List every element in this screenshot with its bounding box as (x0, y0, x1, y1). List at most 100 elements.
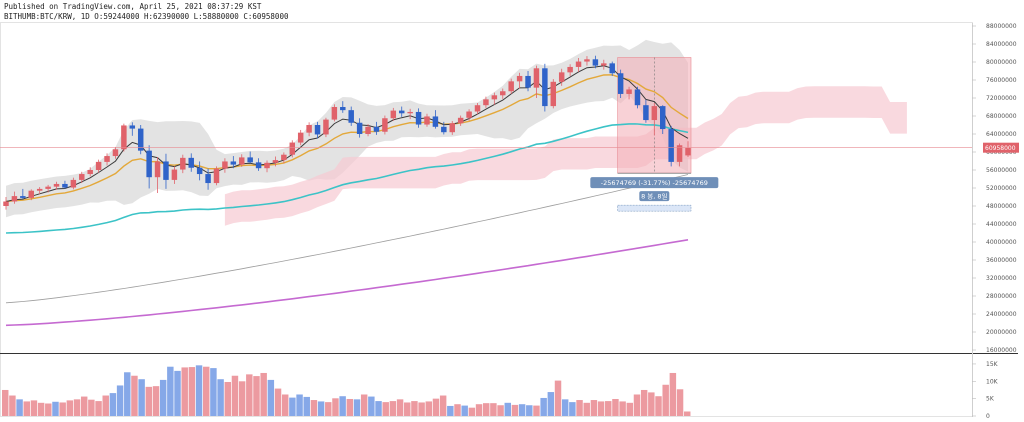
price-tick-label: 48000000 (986, 203, 1017, 210)
candle (542, 63, 548, 112)
volume-bar (231, 375, 239, 416)
volume-bar (554, 380, 562, 416)
volume-bar (73, 399, 81, 416)
ema-mid-line (5, 74, 689, 203)
candle (163, 153, 169, 189)
candle (685, 141, 691, 158)
candle-body (567, 66, 573, 73)
volume-bar (59, 402, 66, 416)
candle (500, 88, 506, 99)
candle-body (180, 157, 186, 170)
candle (213, 166, 220, 186)
candle-body (331, 107, 338, 120)
candle-body (171, 169, 178, 180)
candle-body (70, 179, 77, 188)
candle (609, 61, 615, 76)
candle-body (348, 110, 354, 123)
price-tick-label: 52000000 (986, 185, 1017, 192)
volume-bar (576, 400, 583, 416)
candle-body (95, 161, 102, 170)
volume-bar (80, 396, 88, 416)
ma-long-line (5, 174, 689, 304)
candle-body (323, 119, 329, 135)
candle-body (196, 167, 203, 175)
volume-bar (267, 379, 275, 416)
candle-body (53, 183, 60, 187)
price-tick-label: 88000000 (986, 23, 1017, 30)
price-tick-label: 28000000 (986, 293, 1017, 300)
candle (255, 158, 262, 171)
candle (348, 106, 354, 126)
candle (516, 72, 523, 89)
candle-body (129, 125, 136, 129)
volume-bar (447, 405, 454, 416)
candle-body (239, 157, 245, 165)
candle (390, 107, 397, 121)
volume-bar (590, 400, 598, 416)
candle-body (104, 156, 110, 162)
candle-body (668, 129, 674, 162)
candle (432, 110, 439, 129)
candle (407, 108, 413, 120)
volume-bar (195, 365, 203, 416)
candle (382, 115, 388, 135)
measure-range-label-bg (590, 177, 719, 189)
candle (62, 180, 68, 189)
candle-body (415, 111, 422, 125)
candle-body (154, 161, 161, 178)
candle-body (3, 201, 9, 206)
last-price-badge-label: 60958000 (985, 145, 1016, 152)
candle (323, 117, 329, 138)
price-tick-label: 80000000 (986, 59, 1017, 66)
candle (558, 68, 565, 86)
volume-bar (526, 405, 533, 416)
candle-body (676, 145, 683, 162)
candle-body (255, 162, 262, 169)
candle (20, 188, 26, 200)
volume-tick-label: 15K (986, 361, 999, 368)
volume-bar (648, 392, 655, 416)
candle (660, 105, 666, 134)
candle-body (592, 59, 599, 66)
candle (104, 153, 110, 166)
volume-bar (432, 398, 440, 416)
candle-body (491, 95, 498, 100)
volume-bar (145, 386, 153, 416)
volume-bar (411, 401, 418, 416)
volume-bar (289, 397, 296, 416)
candle (643, 99, 649, 123)
candle (508, 78, 514, 94)
candle-body (62, 183, 68, 188)
volume-bar (88, 399, 95, 416)
candle-body (205, 174, 211, 184)
volume-bar (95, 401, 102, 416)
ema-slow-line (5, 123, 689, 234)
volume-bar (619, 401, 626, 416)
candle-body (558, 72, 565, 82)
candle (53, 181, 60, 190)
volume-bar (396, 399, 404, 416)
volume-bar (497, 405, 504, 416)
price-tick-label: 44000000 (986, 221, 1017, 228)
volume-bar (353, 399, 361, 416)
volume-bar (375, 401, 382, 416)
candle (188, 153, 194, 172)
volume-bar (640, 389, 648, 416)
candle-body (516, 75, 523, 82)
candle (70, 177, 77, 190)
volume-bar (684, 411, 691, 416)
candle (491, 92, 498, 105)
candle-body (626, 89, 632, 94)
candle-body (584, 59, 590, 62)
candle-body (643, 105, 649, 121)
candle (592, 55, 599, 69)
candle (331, 104, 338, 122)
candle-body (466, 111, 472, 118)
price-tick-label: 76000000 (986, 77, 1017, 84)
price-tick-label: 84000000 (986, 41, 1017, 48)
candle-body (651, 106, 658, 121)
volume-bar (217, 379, 224, 416)
volume-bar (461, 405, 468, 416)
candle-body (373, 126, 380, 132)
